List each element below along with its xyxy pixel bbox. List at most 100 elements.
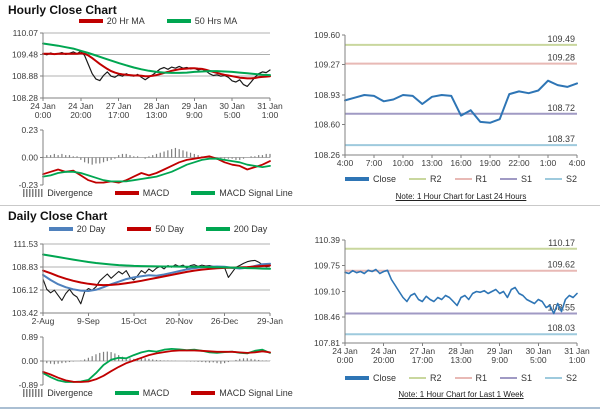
svg-text:24 Jan: 24 Jan [68,101,94,111]
svg-text:15-Oct: 15-Oct [121,316,147,326]
weekly-pivot-note: Note: 1 Hour Chart for Last 1 Week [398,390,524,399]
weekly-pivot-chart: 110.39 109.75 109.10 108.46 107.81 110.17 109.… [314,235,590,365]
legend-item-divergence: Divergence [23,388,93,398]
line-swatch-icon [408,377,426,379]
hourly-macd-legend: Divergence MACD MACD Signal Line [23,188,293,198]
line-swatch-icon [191,391,216,395]
svg-text:108.46: 108.46 [314,312,340,322]
legend-label: S1 [521,373,533,383]
svg-text:13:00: 13:00 [421,158,443,168]
legend-item-200-day: 200 Day [205,224,268,234]
weekly-pivot-legend: Close R2 R1 S1 S2 [344,373,578,383]
legend-label: 200 Day [233,224,268,234]
line-swatch-icon [545,178,563,180]
svg-text:109.60: 109.60 [314,30,340,40]
legend-item-r1: R1 [454,174,487,184]
svg-text:30 Jan: 30 Jan [219,101,245,111]
legend-label: MACD Signal Line [219,388,293,398]
legend-label: Close [372,174,396,184]
svg-text:110.39: 110.39 [315,235,341,245]
line-swatch-icon [205,227,230,231]
hourly-section-title: Hourly Close Chart [8,3,117,17]
svg-text:108.37: 108.37 [547,134,575,144]
svg-text:110.17: 110.17 [548,238,575,248]
section-divider [0,205,600,206]
hourly-pivot-note: Note: 1 Hour Chart for Last 24 Hours [395,192,527,201]
legend-item-r2: R2 [408,373,442,383]
svg-text:29-Jan: 29-Jan [257,316,283,326]
svg-text:0:00: 0:00 [35,110,52,120]
svg-text:29 Jan: 29 Jan [487,346,513,356]
legend-label: 20 Day [76,224,106,234]
svg-text:109.49: 109.49 [547,34,575,44]
svg-text:110.07: 110.07 [13,28,39,38]
svg-text:24 Jan: 24 Jan [371,346,397,356]
svg-text:28 Jan: 28 Jan [144,101,170,111]
legend-label: S2 [566,174,578,184]
svg-text:5:00: 5:00 [224,110,241,120]
legend-item-r2: R2 [408,174,442,184]
svg-text:9:00: 9:00 [491,355,508,365]
svg-text:109.28: 109.28 [547,53,575,63]
svg-text:22:00: 22:00 [508,158,530,168]
legend-label: S1 [521,174,533,184]
legend-label: 50 Hrs MA [194,16,238,26]
svg-text:0:00: 0:00 [337,355,354,365]
svg-text:19:00: 19:00 [479,158,501,168]
legend-label: Divergence [47,388,93,398]
legend-label: Divergence [47,188,93,198]
svg-text:26-Dec: 26-Dec [211,316,239,326]
legend-item-macd: MACD [114,188,169,198]
svg-text:31 Jan: 31 Jan [564,346,590,356]
line-swatch-icon [344,177,369,181]
svg-text:108.03: 108.03 [547,323,575,333]
line-swatch-icon [454,377,472,379]
line-swatch-icon [114,391,139,395]
svg-text:1:00: 1:00 [569,355,586,365]
line-swatch-icon [454,178,472,180]
svg-text:9-Sep: 9-Sep [77,316,100,326]
svg-text:107.81: 107.81 [314,338,340,348]
svg-text:16:00: 16:00 [450,158,472,168]
svg-text:111.53: 111.53 [13,239,38,249]
legend-item-r1: R1 [454,373,488,383]
legend-item-macd: MACD [114,388,169,398]
legend-label: S2 [566,373,578,383]
svg-text:20:00: 20:00 [373,355,395,365]
daily-section-title: Daily Close Chart [8,209,108,223]
line-swatch-icon [78,19,103,23]
svg-text:108.26: 108.26 [314,150,340,160]
line-swatch-icon [545,377,563,379]
svg-text:0.23: 0.23 [21,125,38,135]
svg-text:109.48: 109.48 [12,49,38,59]
legend-label: R1 [475,373,488,383]
svg-text:27 Jan: 27 Jan [106,101,132,111]
svg-text:106.12: 106.12 [12,285,38,295]
legend-item-macd-signal-line: MACD Signal Line [191,388,293,398]
svg-text:17:00: 17:00 [108,110,130,120]
svg-text:4:00: 4:00 [337,158,354,168]
svg-text:4:00: 4:00 [569,158,586,168]
svg-text:0.89: 0.89 [21,332,38,342]
svg-text:27 Jan: 27 Jan [410,346,436,356]
svg-text:20-Nov: 20-Nov [165,316,193,326]
legend-item-50-day: 50 Day [127,224,184,234]
line-swatch-icon [344,376,369,380]
svg-text:30 Jan: 30 Jan [526,346,552,356]
svg-text:31 Jan: 31 Jan [257,101,283,111]
line-swatch-icon [114,191,139,195]
legend-label: 50 Day [155,224,184,234]
bottom-divider [0,407,600,409]
legend-item-50-hrs-ma: 50 Hrs MA [166,16,238,26]
svg-text:108.83: 108.83 [12,262,38,272]
legend-label: MACD Signal Line [219,188,293,198]
line-swatch-icon [500,178,518,180]
daily-ma-legend: 20 Day 50 Day 200 Day [43,224,273,234]
legend-item-close: Close [344,373,396,383]
svg-text:28 Jan: 28 Jan [448,346,474,356]
svg-text:5:00: 5:00 [530,355,547,365]
legend-label: Close [372,373,396,383]
line-swatch-icon [500,377,518,379]
